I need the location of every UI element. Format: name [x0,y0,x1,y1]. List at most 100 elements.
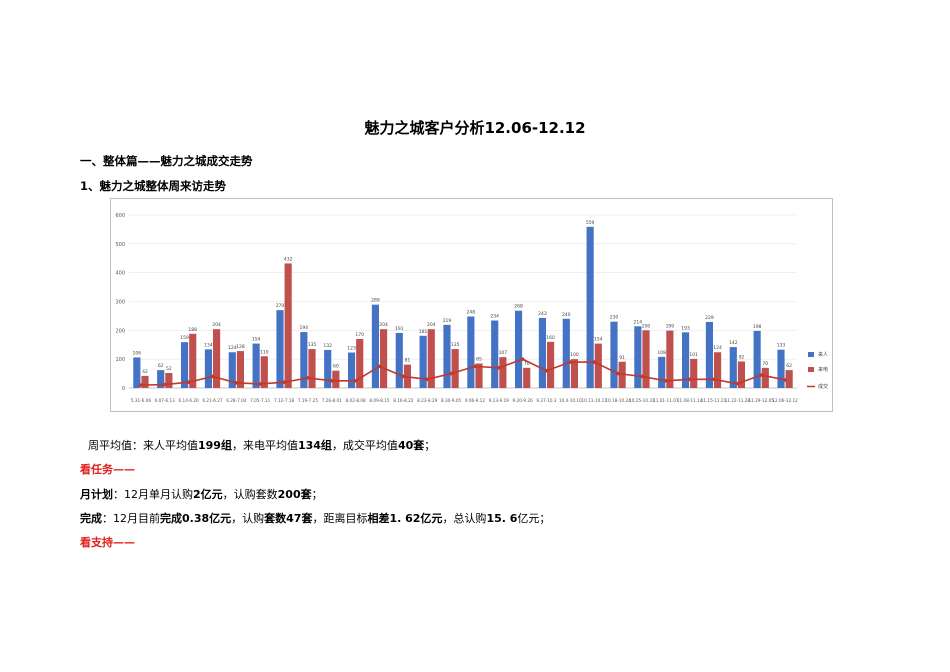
point-deals [759,373,764,377]
plan-text-2: ，认购套数 [222,488,278,501]
data-label-visitors: 62 [158,363,164,369]
bar-calls [642,330,650,388]
x-tick-label: 10.25-10.31 [629,398,655,403]
done-total-value: 15. 6 [486,512,518,525]
x-tick-label: 11.22-11.28 [725,398,751,403]
avg-deals-value: 40套 [397,439,425,452]
bar-calls [523,367,531,388]
bar-visitors [204,349,212,388]
x-tick-label: 11.08-11.14 [677,398,703,403]
bar-visitors [157,370,165,388]
data-label-visitors: 198 [753,324,762,330]
x-tick-label: 6.28-7.04 [226,398,246,403]
data-label-calls: 60 [333,364,339,370]
subsection-heading: 1、魅力之城整体周来访走势 [80,179,227,193]
bar-visitors [538,317,546,388]
done-amount-value: 完成0.38亿元 [160,512,232,525]
data-label-calls: 135 [451,342,460,348]
data-label-calls: 204 [379,322,388,328]
document-title: 魅力之城客户分析12.06-12.12 [364,119,586,137]
x-tick-label: 8.23-8.29 [417,398,437,403]
point-deals [210,374,215,379]
x-tick-label: 11.29-12.05 [748,398,774,403]
chart-canvas: 0100200300400500600106425.31-6.0662526.0… [115,213,828,403]
data-label-calls: 107 [499,350,508,356]
data-label-calls: 199 [666,324,675,330]
bar-calls [594,343,602,388]
point-deals [616,371,620,376]
bar-calls [475,363,483,388]
bar-calls [547,341,555,388]
x-tick-label: 6.07-6.13 [155,398,175,403]
point-deals [139,383,143,387]
weekly-visits-chart: 0 100 200 300 400 500 600 106 42 5.31-6.06 62 52 6.0… [110,198,833,412]
data-label-calls: 160 [546,335,555,341]
data-label-visitors: 132 [323,343,332,349]
done-text-4: ，总认购 [442,512,487,525]
data-label-visitors: 234 [490,314,499,320]
bar-visitors [419,335,427,388]
data-label-calls: 92 [739,354,745,360]
bar-visitors [777,349,785,388]
bar-calls [690,358,698,388]
data-label-visitors: 219 [443,318,452,324]
data-label-visitors: 154 [252,337,261,343]
bar-visitors [467,316,475,388]
point-deals [592,360,597,364]
bar-visitors [443,324,451,388]
x-tick-label: 9.27-10.3 [536,398,556,403]
point-deals [449,371,453,376]
data-label-calls: 204 [427,322,436,328]
point-deals [496,366,501,370]
done-units-value: 套数47套 [264,512,313,525]
x-tick-label: 10.18-10.24 [605,398,631,403]
done-text-3: ，距离目标 [312,512,368,525]
x-tick-label: 9.06-9.12 [465,398,485,403]
x-tick-label: 7.26-8.01 [322,398,342,403]
bar-calls [666,330,674,388]
data-label-visitors: 229 [705,315,714,321]
data-label-calls: 188 [188,327,197,333]
avg-text-3: ，成交平均值 [331,439,398,452]
y-tick-label: 500 [115,242,125,248]
data-label-visitors: 243 [538,311,547,317]
x-tick-label: 10.11-10.17 [581,398,607,403]
point-deals [353,378,358,383]
data-label-calls: 154 [594,337,603,343]
point-deals [401,374,406,379]
x-tick-label: 6.21-6.27 [202,398,222,403]
plan-text-1: ：12月单月认购 [113,488,193,501]
y-tick-label: 200 [115,328,125,334]
point-deals [282,380,286,385]
bar-visitors [491,320,499,388]
bar-visitors [610,321,618,388]
bar-calls [141,375,149,388]
data-label-calls: 62 [786,363,792,369]
point-deals [425,377,430,382]
data-label-visitors: 123 [347,346,356,352]
done-gap-value: 相差1. 62亿元 [367,512,443,525]
data-label-calls: 128 [236,344,245,350]
x-tick-label: 5.31-6.06 [131,398,151,403]
bar-visitors [514,310,523,388]
avg-calls-value: 134组 [297,439,332,452]
bar-calls [308,349,316,388]
bar-visitors [347,352,356,388]
data-label-visitors: 134 [204,342,213,348]
point-deals [258,382,263,386]
data-label-visitors: 124 [228,345,237,351]
point-deals [568,360,573,364]
avg-text-1: 周平均值：来人平均值 [88,439,198,452]
data-label-visitors: 230 [610,315,619,321]
x-tick-label: 8.02-8.08 [346,398,366,403]
bar-visitors [681,332,690,388]
x-tick-label: 11.15-11.21 [701,398,727,403]
bar-calls [427,329,435,388]
data-label-calls: 101 [689,352,698,358]
bar-visitors [324,349,332,388]
bar-visitors [133,357,141,388]
bar-visitors [371,304,379,388]
bar-visitors [586,226,594,388]
point-deals [234,381,239,385]
bar-visitors [753,330,761,388]
